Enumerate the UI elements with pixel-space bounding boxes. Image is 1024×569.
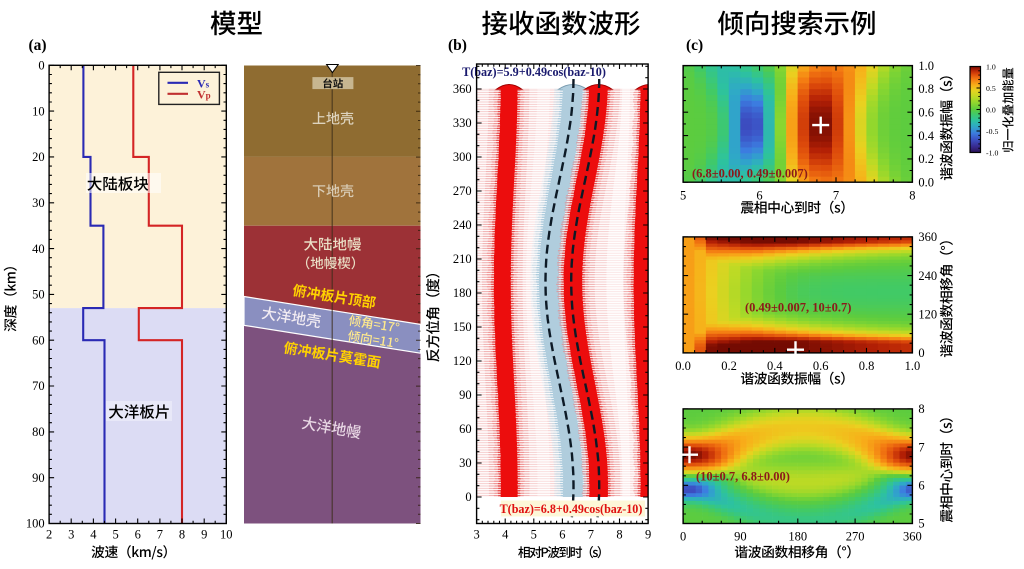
svg-text:300: 300 <box>453 150 472 164</box>
svg-text:-0.5: -0.5 <box>986 127 998 136</box>
svg-text:180: 180 <box>453 286 472 300</box>
svg-text:6: 6 <box>559 528 565 542</box>
svg-text:Vp: Vp <box>197 87 211 101</box>
svg-text:90: 90 <box>32 471 45 485</box>
svg-text:2: 2 <box>46 528 52 542</box>
svg-text:(b): (b) <box>448 37 467 54</box>
svg-text:9: 9 <box>645 528 651 542</box>
svg-text:4: 4 <box>502 528 509 542</box>
svg-text:330: 330 <box>453 116 472 130</box>
svg-text:6: 6 <box>135 528 141 542</box>
svg-text:240: 240 <box>918 269 937 283</box>
svg-text:8: 8 <box>909 189 915 203</box>
svg-text:60: 60 <box>32 333 45 347</box>
svg-text:0.8: 0.8 <box>859 359 875 373</box>
svg-text:6: 6 <box>918 479 924 493</box>
svg-text:10: 10 <box>32 104 45 118</box>
svg-text:1.0: 1.0 <box>986 62 996 71</box>
svg-text:360: 360 <box>903 530 922 544</box>
svg-text:80: 80 <box>32 425 45 439</box>
svg-text:120: 120 <box>453 354 472 368</box>
svg-text:180: 180 <box>788 530 807 544</box>
svg-text:210: 210 <box>453 252 472 266</box>
svg-text:0: 0 <box>918 346 924 360</box>
svg-text:360: 360 <box>918 230 937 244</box>
svg-text:5: 5 <box>918 517 924 531</box>
svg-text:20: 20 <box>32 150 45 164</box>
svg-text:0.6: 0.6 <box>918 105 934 119</box>
svg-text:0: 0 <box>465 490 471 504</box>
svg-text:60: 60 <box>459 422 472 436</box>
svg-text:T(baz)=5.9+0.49cos(baz-10): T(baz)=5.9+0.49cos(baz-10) <box>462 65 606 79</box>
svg-text:3: 3 <box>473 528 479 542</box>
svg-text:0.4: 0.4 <box>767 359 783 373</box>
svg-text:Vs: Vs <box>197 76 210 90</box>
svg-text:4: 4 <box>90 528 97 542</box>
svg-text:0: 0 <box>38 59 44 73</box>
svg-text:50: 50 <box>32 288 45 302</box>
svg-text:0.5: 0.5 <box>986 84 996 93</box>
svg-text:30: 30 <box>459 456 472 470</box>
svg-text:270: 270 <box>453 184 472 198</box>
svg-text:0.6: 0.6 <box>813 359 829 373</box>
svg-text:0.8: 0.8 <box>918 82 934 96</box>
svg-text:70: 70 <box>32 379 45 393</box>
svg-text:-1.0: -1.0 <box>986 148 998 157</box>
svg-text:360: 360 <box>453 82 472 96</box>
svg-text:7: 7 <box>918 440 924 454</box>
svg-text:30: 30 <box>32 196 45 210</box>
svg-text:10: 10 <box>220 528 233 542</box>
svg-text:0.0: 0.0 <box>986 105 996 114</box>
svg-text:0.2: 0.2 <box>918 152 934 166</box>
svg-text:90: 90 <box>459 388 472 402</box>
svg-text:(c): (c) <box>686 37 703 54</box>
svg-text:7: 7 <box>588 528 594 542</box>
svg-text:270: 270 <box>846 530 865 544</box>
svg-text:90: 90 <box>734 530 747 544</box>
svg-text:6: 6 <box>756 189 762 203</box>
svg-text:100: 100 <box>26 517 45 531</box>
svg-text:1.0: 1.0 <box>918 59 934 73</box>
svg-text:3: 3 <box>68 528 74 542</box>
svg-text:8: 8 <box>616 528 622 542</box>
svg-text:8: 8 <box>179 528 185 542</box>
svg-text:0: 0 <box>680 530 686 544</box>
svg-text:T(baz)=6.8+0.49cos(baz-10): T(baz)=6.8+0.49cos(baz-10) <box>500 502 643 516</box>
svg-text:1.0: 1.0 <box>905 359 921 373</box>
svg-text:40: 40 <box>32 242 45 256</box>
svg-text:0.2: 0.2 <box>721 359 737 373</box>
svg-text:5: 5 <box>112 528 118 542</box>
svg-text:150: 150 <box>453 320 472 334</box>
svg-text:120: 120 <box>918 307 937 321</box>
svg-text:7: 7 <box>157 528 163 542</box>
svg-text:5: 5 <box>531 528 537 542</box>
svg-text:(a): (a) <box>29 37 47 54</box>
svg-text:5: 5 <box>680 189 686 203</box>
svg-text:0.4: 0.4 <box>918 129 934 143</box>
svg-text:(6.8±0.00, 0.49±0.007): (6.8±0.00, 0.49±0.007) <box>692 167 808 181</box>
svg-text:(0.49±0.007, 10±0.7): (0.49±0.007, 10±0.7) <box>745 301 851 315</box>
svg-text:0.0: 0.0 <box>918 175 934 189</box>
svg-text:7: 7 <box>833 189 839 203</box>
svg-text:9: 9 <box>201 528 207 542</box>
svg-text:8: 8 <box>918 402 924 416</box>
svg-text:0.0: 0.0 <box>675 359 691 373</box>
svg-text:240: 240 <box>453 218 472 232</box>
svg-text:(10±0.7, 6.8±0.00): (10±0.7, 6.8±0.00) <box>696 470 790 484</box>
